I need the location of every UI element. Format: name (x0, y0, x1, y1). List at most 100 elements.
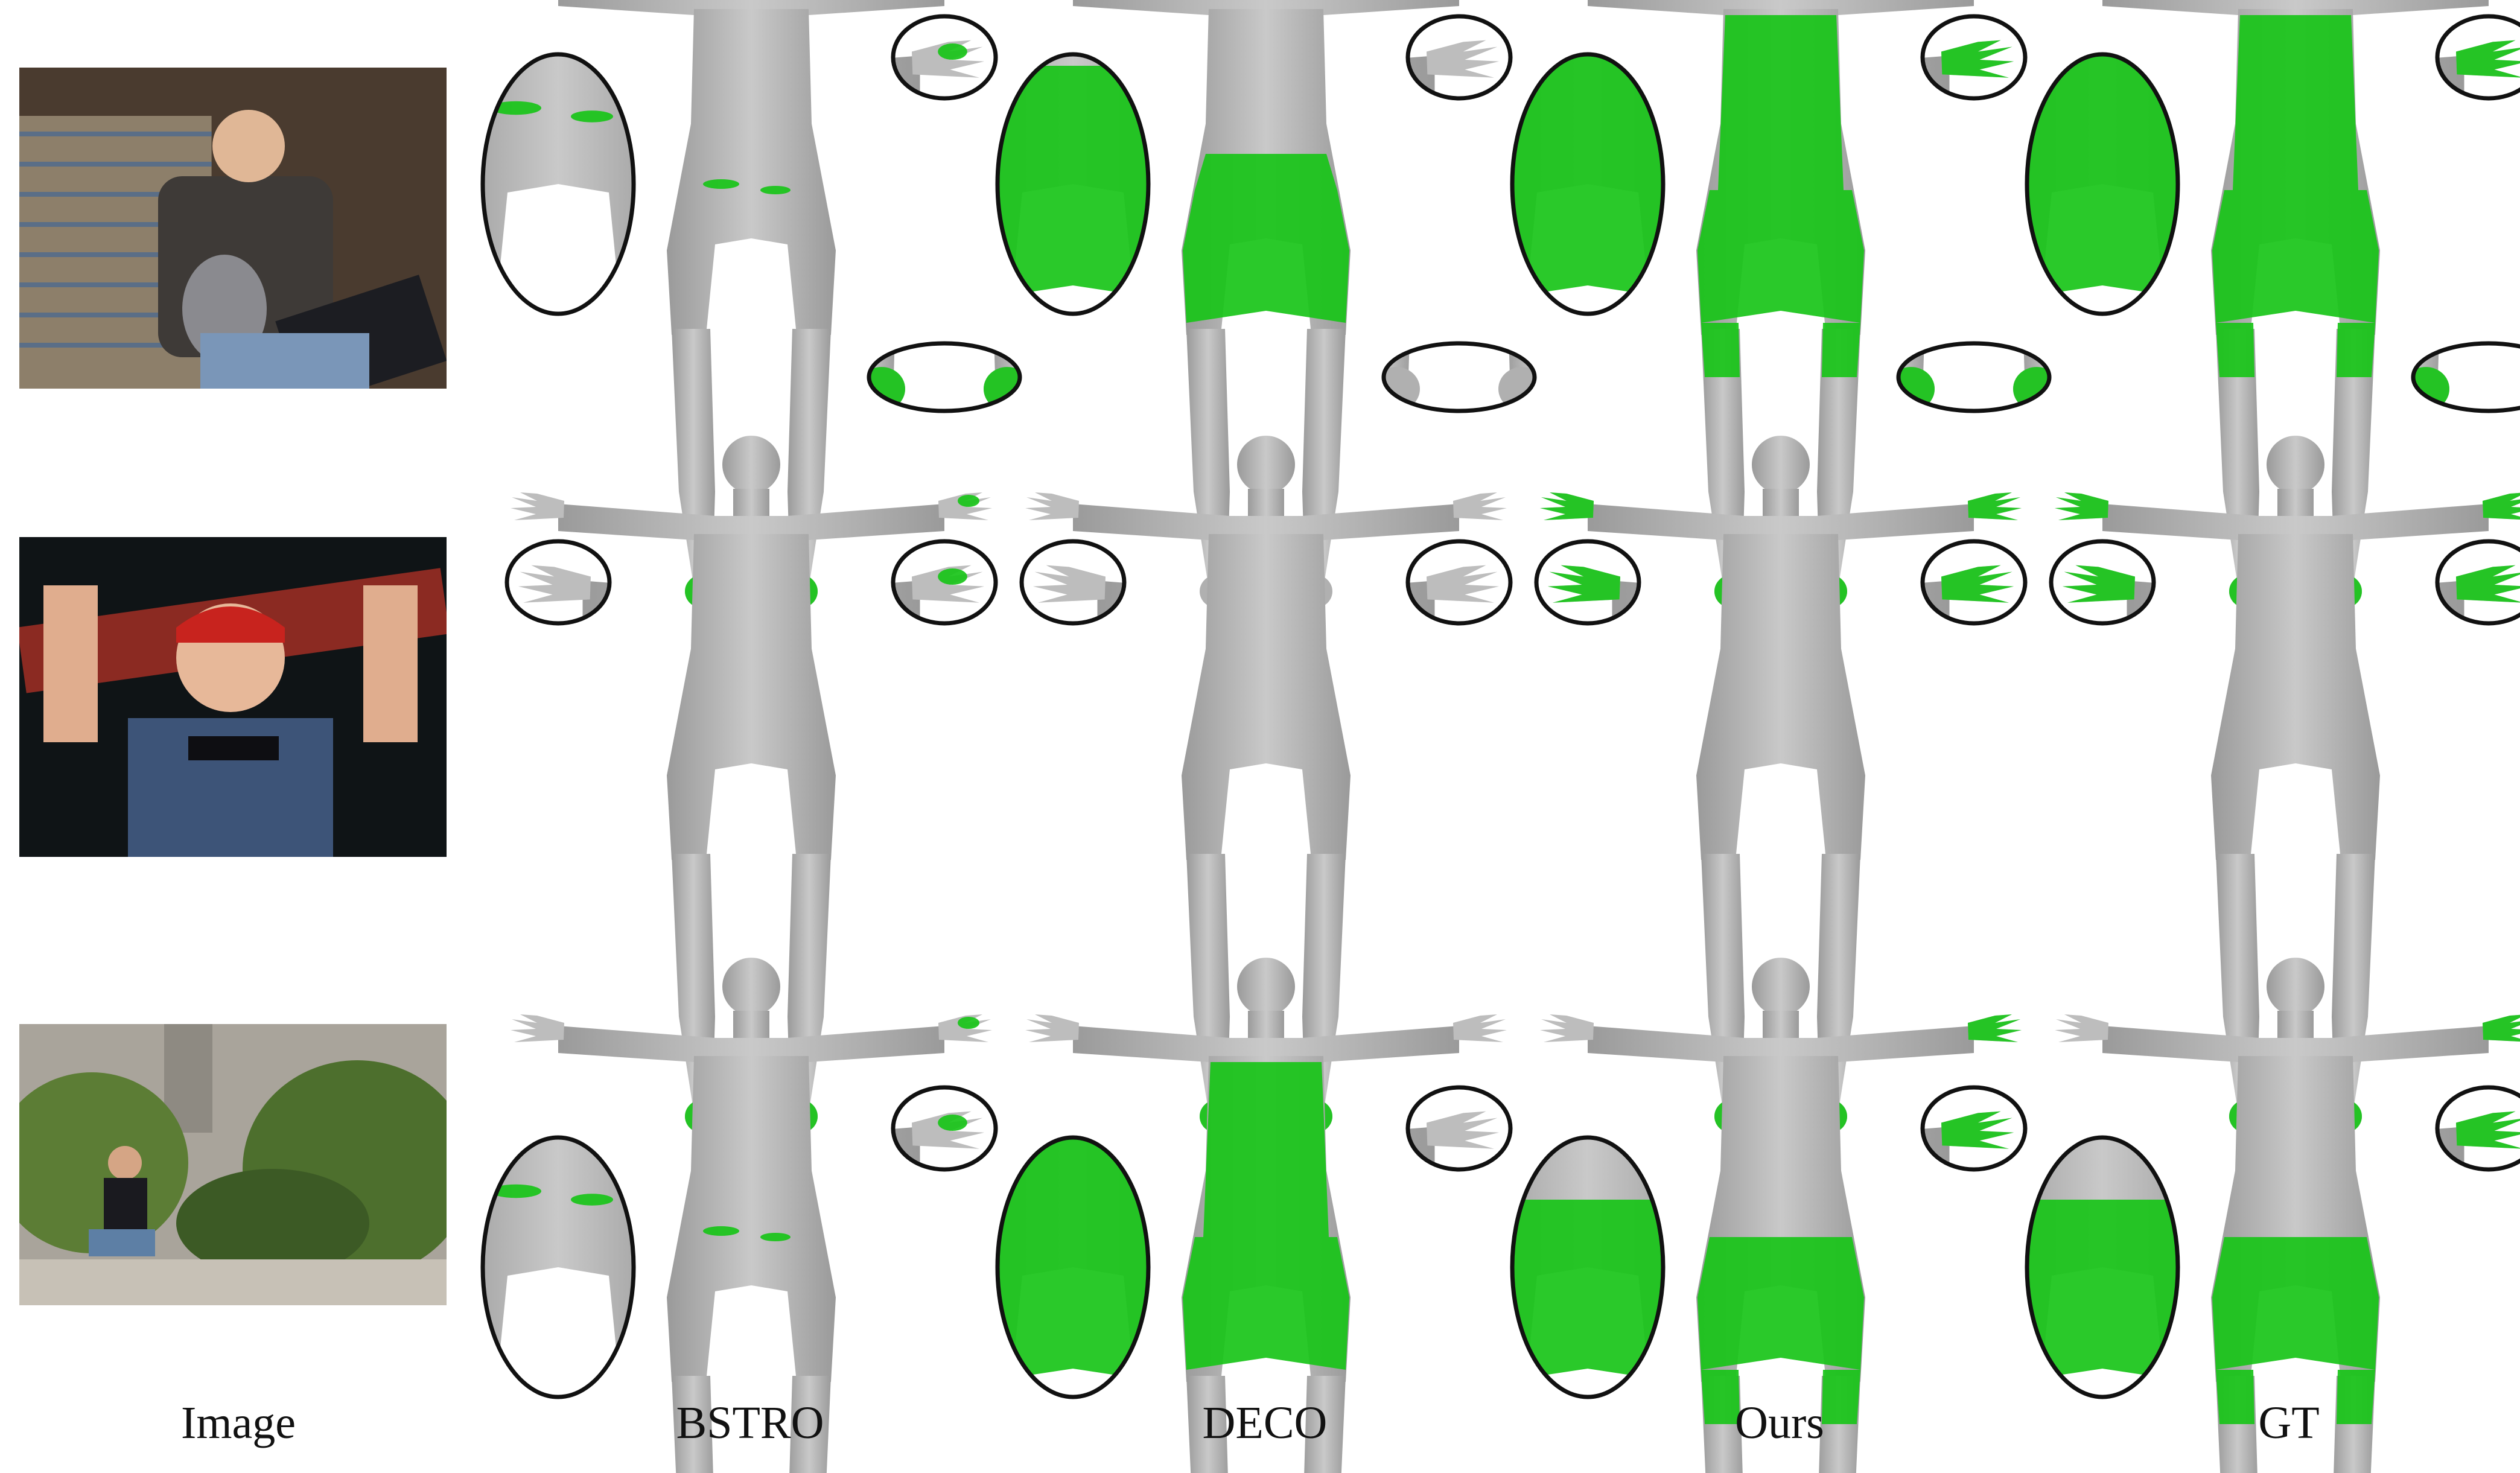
inset-ellipse-outline (1019, 539, 1127, 626)
contact-region-right-hand (1850, 888, 1925, 926)
inset-ellipse-outline (1405, 1085, 1513, 1172)
body-mesh (2055, 958, 2520, 1473)
zoom-inset-buttocks (995, 52, 1151, 316)
inset-ellipse-outline (2025, 52, 2180, 316)
mesh-cell-ours (1510, 888, 2028, 1473)
input-photo (19, 68, 447, 389)
zoom-inset-right-hand (891, 1085, 998, 1172)
body-mesh (2102, 0, 2489, 608)
mesh-cell-gt (1976, 0, 2520, 906)
contact-region-back (998, 1137, 1148, 1200)
body-mesh (1073, 0, 1459, 608)
column-label-bstro: BSTRO (676, 1398, 824, 1448)
contact-region-left-hand (2055, 492, 2108, 520)
zoom-inset-left-hand (1534, 539, 1641, 626)
inset-ellipse-outline (1510, 1135, 1666, 1399)
contact-region-buttocks-sparse (491, 101, 541, 115)
zoom-inset-right-hand (1405, 539, 1513, 626)
inset-ellipse-outline (1534, 539, 1641, 626)
contact-region-right-hand (1968, 1014, 2022, 1042)
zoom-inset-right-hand (1405, 14, 1513, 101)
contact-region-thighs (1822, 1370, 1860, 1424)
contact-region-buttocks (1512, 1200, 1663, 1386)
zoom-inset-right-hand (1405, 1085, 1513, 1172)
mesh-cell-deco (995, 0, 1537, 608)
mesh-cell-bstro (480, 891, 998, 1473)
contact-region-buttocks-sparse (703, 1226, 739, 1236)
column-label-ours: Ours (1735, 1398, 1824, 1448)
contact-region-thighs (1512, 1385, 1530, 1397)
inset-ellipse-outline (1405, 539, 1513, 626)
contact-region-feet (1495, 655, 1681, 702)
contact-region-back (1203, 1062, 1329, 1237)
contact-region-thighs (1701, 323, 1740, 377)
zoom-inset-feet (867, 341, 1022, 413)
mesh-cell-gt (2049, 436, 2520, 1133)
inset-ellipse-outline (1381, 341, 1537, 413)
body-mesh (1540, 958, 2022, 1473)
contact-region-buttocks (2027, 116, 2178, 302)
contact-region-feet (465, 655, 651, 702)
inset-ellipse-outline (995, 1135, 1151, 1399)
contact-region-thighs (2160, 302, 2178, 314)
zoom-inset-buttocks (480, 891, 877, 1399)
inset-ellipse-outline (891, 14, 998, 101)
contact-region-right-hand (2364, 888, 2440, 926)
zoom-inset-left-hand (1019, 539, 1127, 626)
inset-ellipse-outline (1920, 14, 2028, 101)
inset-ellipse-outline (2435, 14, 2520, 101)
inset-ellipse-outline (2049, 539, 2156, 626)
column-label-deco: DECO (1202, 1398, 1328, 1448)
contact-region-buttocks (2212, 190, 2379, 323)
body-mesh (511, 958, 992, 1473)
inset-ellipse-outline (867, 341, 1022, 413)
contact-region-right-hand-partial (847, 891, 877, 908)
contact-region-buttocks (1698, 1237, 1864, 1370)
zoom-inset-right-hand (1920, 1085, 2028, 1172)
contact-region-shoulders (1976, 64, 2432, 84)
contact-region-thighs (2027, 1385, 2045, 1397)
inset-ellipse-outline (891, 1085, 998, 1172)
zoom-inset-feet (1381, 341, 1537, 413)
inset-ellipse-outline (995, 52, 1151, 316)
contact-region-buttocks-sparse (703, 179, 739, 189)
contact-region-right-hand (1968, 492, 2022, 520)
mesh-cell-bstro (504, 436, 998, 1133)
inset-ellipse-outline (480, 52, 636, 316)
contact-region-right-hand (2483, 1014, 2520, 1042)
contact-region-thighs (2216, 1370, 2254, 1424)
contact-region-right-hand-partial (958, 1017, 979, 1029)
zoom-inset-right-hand (594, 14, 998, 340)
contact-region-back (2027, 54, 2178, 117)
contact-region-buttocks-sparse (594, 326, 643, 340)
mesh-cell-gt (2025, 888, 2520, 1473)
contact-region-right-hand-partial (958, 495, 979, 507)
contact-region-buttocks (1698, 190, 1864, 323)
contact-region-thighs (2385, 40, 2435, 110)
contact-region-left-hand (1540, 492, 1594, 520)
body-mesh (1025, 958, 1507, 1473)
contact-region-buttocks (1512, 116, 1663, 302)
mesh-cell-deco (995, 958, 1513, 1473)
contact-region-buttocks (998, 116, 1148, 302)
contact-region-thighs (2216, 323, 2254, 377)
contact-region-buttocks-sparse (760, 186, 791, 194)
inset-ellipse-outline (891, 539, 998, 626)
contact-region-thighs (1701, 1370, 1740, 1424)
zoom-inset-buttocks (465, 52, 651, 702)
contact-region-thighs (2337, 323, 2375, 377)
contact-region-lower-back (1195, 154, 1337, 190)
zoom-inset-right-hand (2435, 1085, 2520, 1172)
contact-region-feet (2114, 860, 2293, 906)
contact-region-back (2233, 15, 2358, 190)
input-photo (19, 537, 447, 857)
zoom-inset-feet (2385, 40, 2520, 413)
zoom-inset-right-hand (2435, 539, 2520, 626)
inset-ellipse-outline (1896, 341, 2052, 413)
contact-region-right-hand (2483, 492, 2520, 520)
inset-ellipse-outline (1920, 1085, 2028, 1172)
mesh-cell-bstro (465, 0, 1022, 702)
zoom-inset-feet (1896, 341, 2052, 413)
inset-ellipse-outline (1920, 539, 2028, 626)
